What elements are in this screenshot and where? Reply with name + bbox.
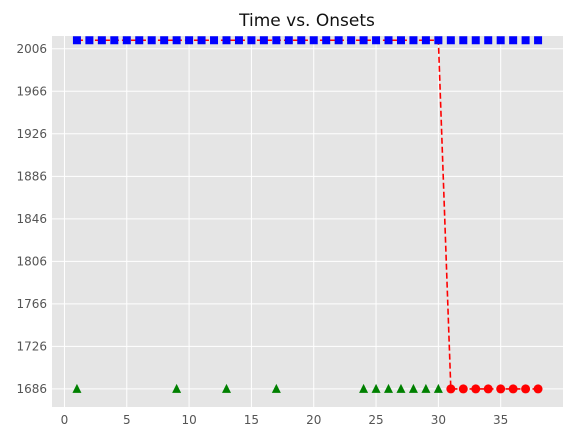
marker-layer <box>72 36 543 394</box>
square-marker <box>446 36 455 45</box>
square-marker <box>521 36 530 45</box>
x-tick-label: 0 <box>61 413 69 427</box>
x-tick-label: 15 <box>244 413 259 427</box>
square-marker <box>347 36 356 45</box>
square-marker <box>122 36 131 45</box>
square-marker <box>97 36 106 45</box>
y-tick-label: 2006 <box>16 42 47 56</box>
square-marker <box>496 36 505 45</box>
square-marker <box>334 36 343 45</box>
triangle-marker <box>371 383 381 393</box>
tick-labels: 0 5 10 15 20 25 30 35 1686 1726 1766 1806 1846 1886 19… <box>16 42 508 427</box>
chart-title: Time vs. Onsets <box>238 11 375 31</box>
square-marker <box>434 36 443 45</box>
circle-marker <box>458 384 468 394</box>
x-tick-label: 5 <box>123 413 131 427</box>
square-marker <box>359 36 368 45</box>
square-marker <box>210 36 219 45</box>
square-marker <box>234 36 243 45</box>
x-tick-label: 20 <box>306 413 321 427</box>
circle-marker <box>508 384 518 394</box>
square-marker <box>110 36 119 45</box>
square-marker <box>247 36 256 45</box>
triangle-marker <box>221 383 231 393</box>
square-marker <box>147 36 156 45</box>
square-marker <box>396 36 405 45</box>
y-tick-label: 1846 <box>16 212 47 226</box>
square-marker <box>509 36 518 45</box>
y-tick-label: 1726 <box>16 339 47 353</box>
y-tick-label: 1926 <box>16 127 47 141</box>
square-marker <box>272 36 281 45</box>
x-tick-label: 35 <box>493 413 508 427</box>
square-marker <box>172 36 181 45</box>
triangle-marker <box>271 383 281 393</box>
square-marker <box>85 36 94 45</box>
circle-marker <box>533 384 543 394</box>
y-tick-label: 1806 <box>16 254 47 268</box>
triangle-marker <box>396 383 406 393</box>
square-marker <box>459 36 468 45</box>
x-tick-label: 25 <box>368 413 383 427</box>
square-marker <box>309 36 318 45</box>
square-marker <box>471 36 480 45</box>
triangle-marker <box>408 383 418 393</box>
triangle-marker <box>433 383 443 393</box>
circle-marker <box>496 384 506 394</box>
triangle-marker <box>359 383 369 393</box>
plot-background <box>52 36 563 407</box>
y-tick-label: 1686 <box>16 382 47 396</box>
square-marker <box>185 36 194 45</box>
square-marker <box>484 36 493 45</box>
square-marker <box>284 36 293 45</box>
y-tick-label: 1966 <box>16 84 47 98</box>
square-marker <box>197 36 206 45</box>
square-marker <box>384 36 393 45</box>
triangle-marker <box>172 383 182 393</box>
square-marker <box>421 36 430 45</box>
square-marker <box>534 36 543 45</box>
y-tick-label: 1766 <box>16 297 47 311</box>
circle-marker <box>521 384 531 394</box>
y-tick-label: 1886 <box>16 169 47 183</box>
triangle-marker <box>384 383 394 393</box>
square-marker <box>222 36 231 45</box>
x-tick-label: 30 <box>431 413 446 427</box>
grid-lines <box>52 36 563 407</box>
square-marker <box>160 36 169 45</box>
square-marker <box>259 36 268 45</box>
square-marker <box>135 36 144 45</box>
circle-marker <box>471 384 481 394</box>
triangle-marker <box>72 383 82 393</box>
square-marker <box>409 36 418 45</box>
square-marker <box>322 36 331 45</box>
x-tick-label: 10 <box>181 413 196 427</box>
circle-marker <box>446 384 456 394</box>
square-marker <box>372 36 381 45</box>
square-marker <box>297 36 306 45</box>
triangle-marker <box>421 383 431 393</box>
square-marker <box>72 36 81 45</box>
circle-marker <box>483 384 493 394</box>
